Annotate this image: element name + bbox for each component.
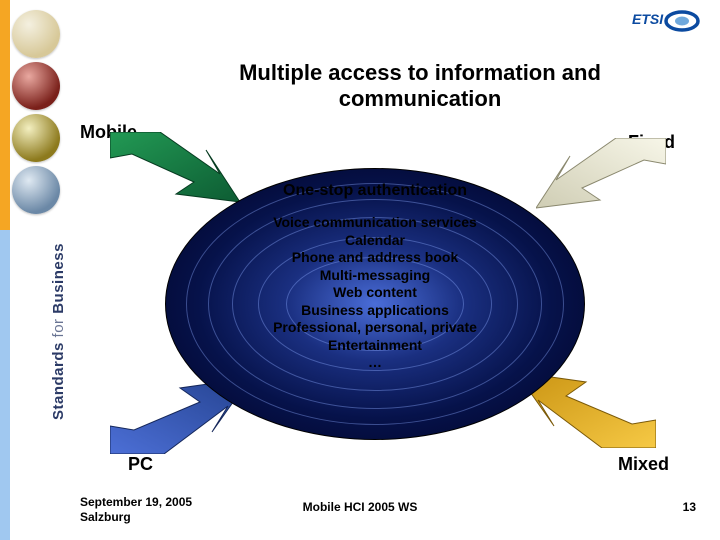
ellipse-item: Calendar bbox=[165, 232, 585, 250]
side-strip bbox=[0, 0, 10, 540]
footer-page: 13 bbox=[683, 500, 696, 514]
ellipse-list: Voice communication servicesCalendarPhon… bbox=[165, 214, 585, 372]
sidebar: Standards for Business bbox=[0, 0, 64, 540]
logo-text: ETSI bbox=[632, 11, 664, 27]
globe-icon bbox=[12, 166, 60, 214]
globe-icon bbox=[12, 114, 60, 162]
ellipse-item: … bbox=[165, 354, 585, 372]
sidebar-word: for bbox=[50, 318, 67, 337]
label-mixed: Mixed bbox=[618, 454, 669, 475]
label-pc: PC bbox=[128, 454, 153, 475]
ellipse-item: Business applications bbox=[165, 302, 585, 320]
globe-icon bbox=[12, 62, 60, 110]
ellipse-item: Voice communication services bbox=[165, 214, 585, 232]
ellipse-item: Entertainment bbox=[165, 337, 585, 355]
slide-title: Multiple access to information and commu… bbox=[180, 60, 660, 113]
etsi-logo: ETSI bbox=[630, 8, 700, 34]
ellipse-item: Web content bbox=[165, 284, 585, 302]
sidebar-text: Standards for Business bbox=[50, 243, 67, 420]
sidebar-word: Business bbox=[50, 243, 67, 314]
ellipse-item: Professional, personal, private bbox=[165, 319, 585, 337]
central-ellipse: One-stop authentication Voice communicat… bbox=[165, 168, 585, 440]
sidebar-word: Standards bbox=[50, 342, 67, 420]
ellipse-heading: One-stop authentication bbox=[165, 182, 585, 200]
globe-icon bbox=[12, 10, 60, 58]
ellipse-item: Multi-messaging bbox=[165, 267, 585, 285]
footer-center: Mobile HCI 2005 WS bbox=[0, 500, 720, 514]
ellipse-item: Phone and address book bbox=[165, 249, 585, 267]
